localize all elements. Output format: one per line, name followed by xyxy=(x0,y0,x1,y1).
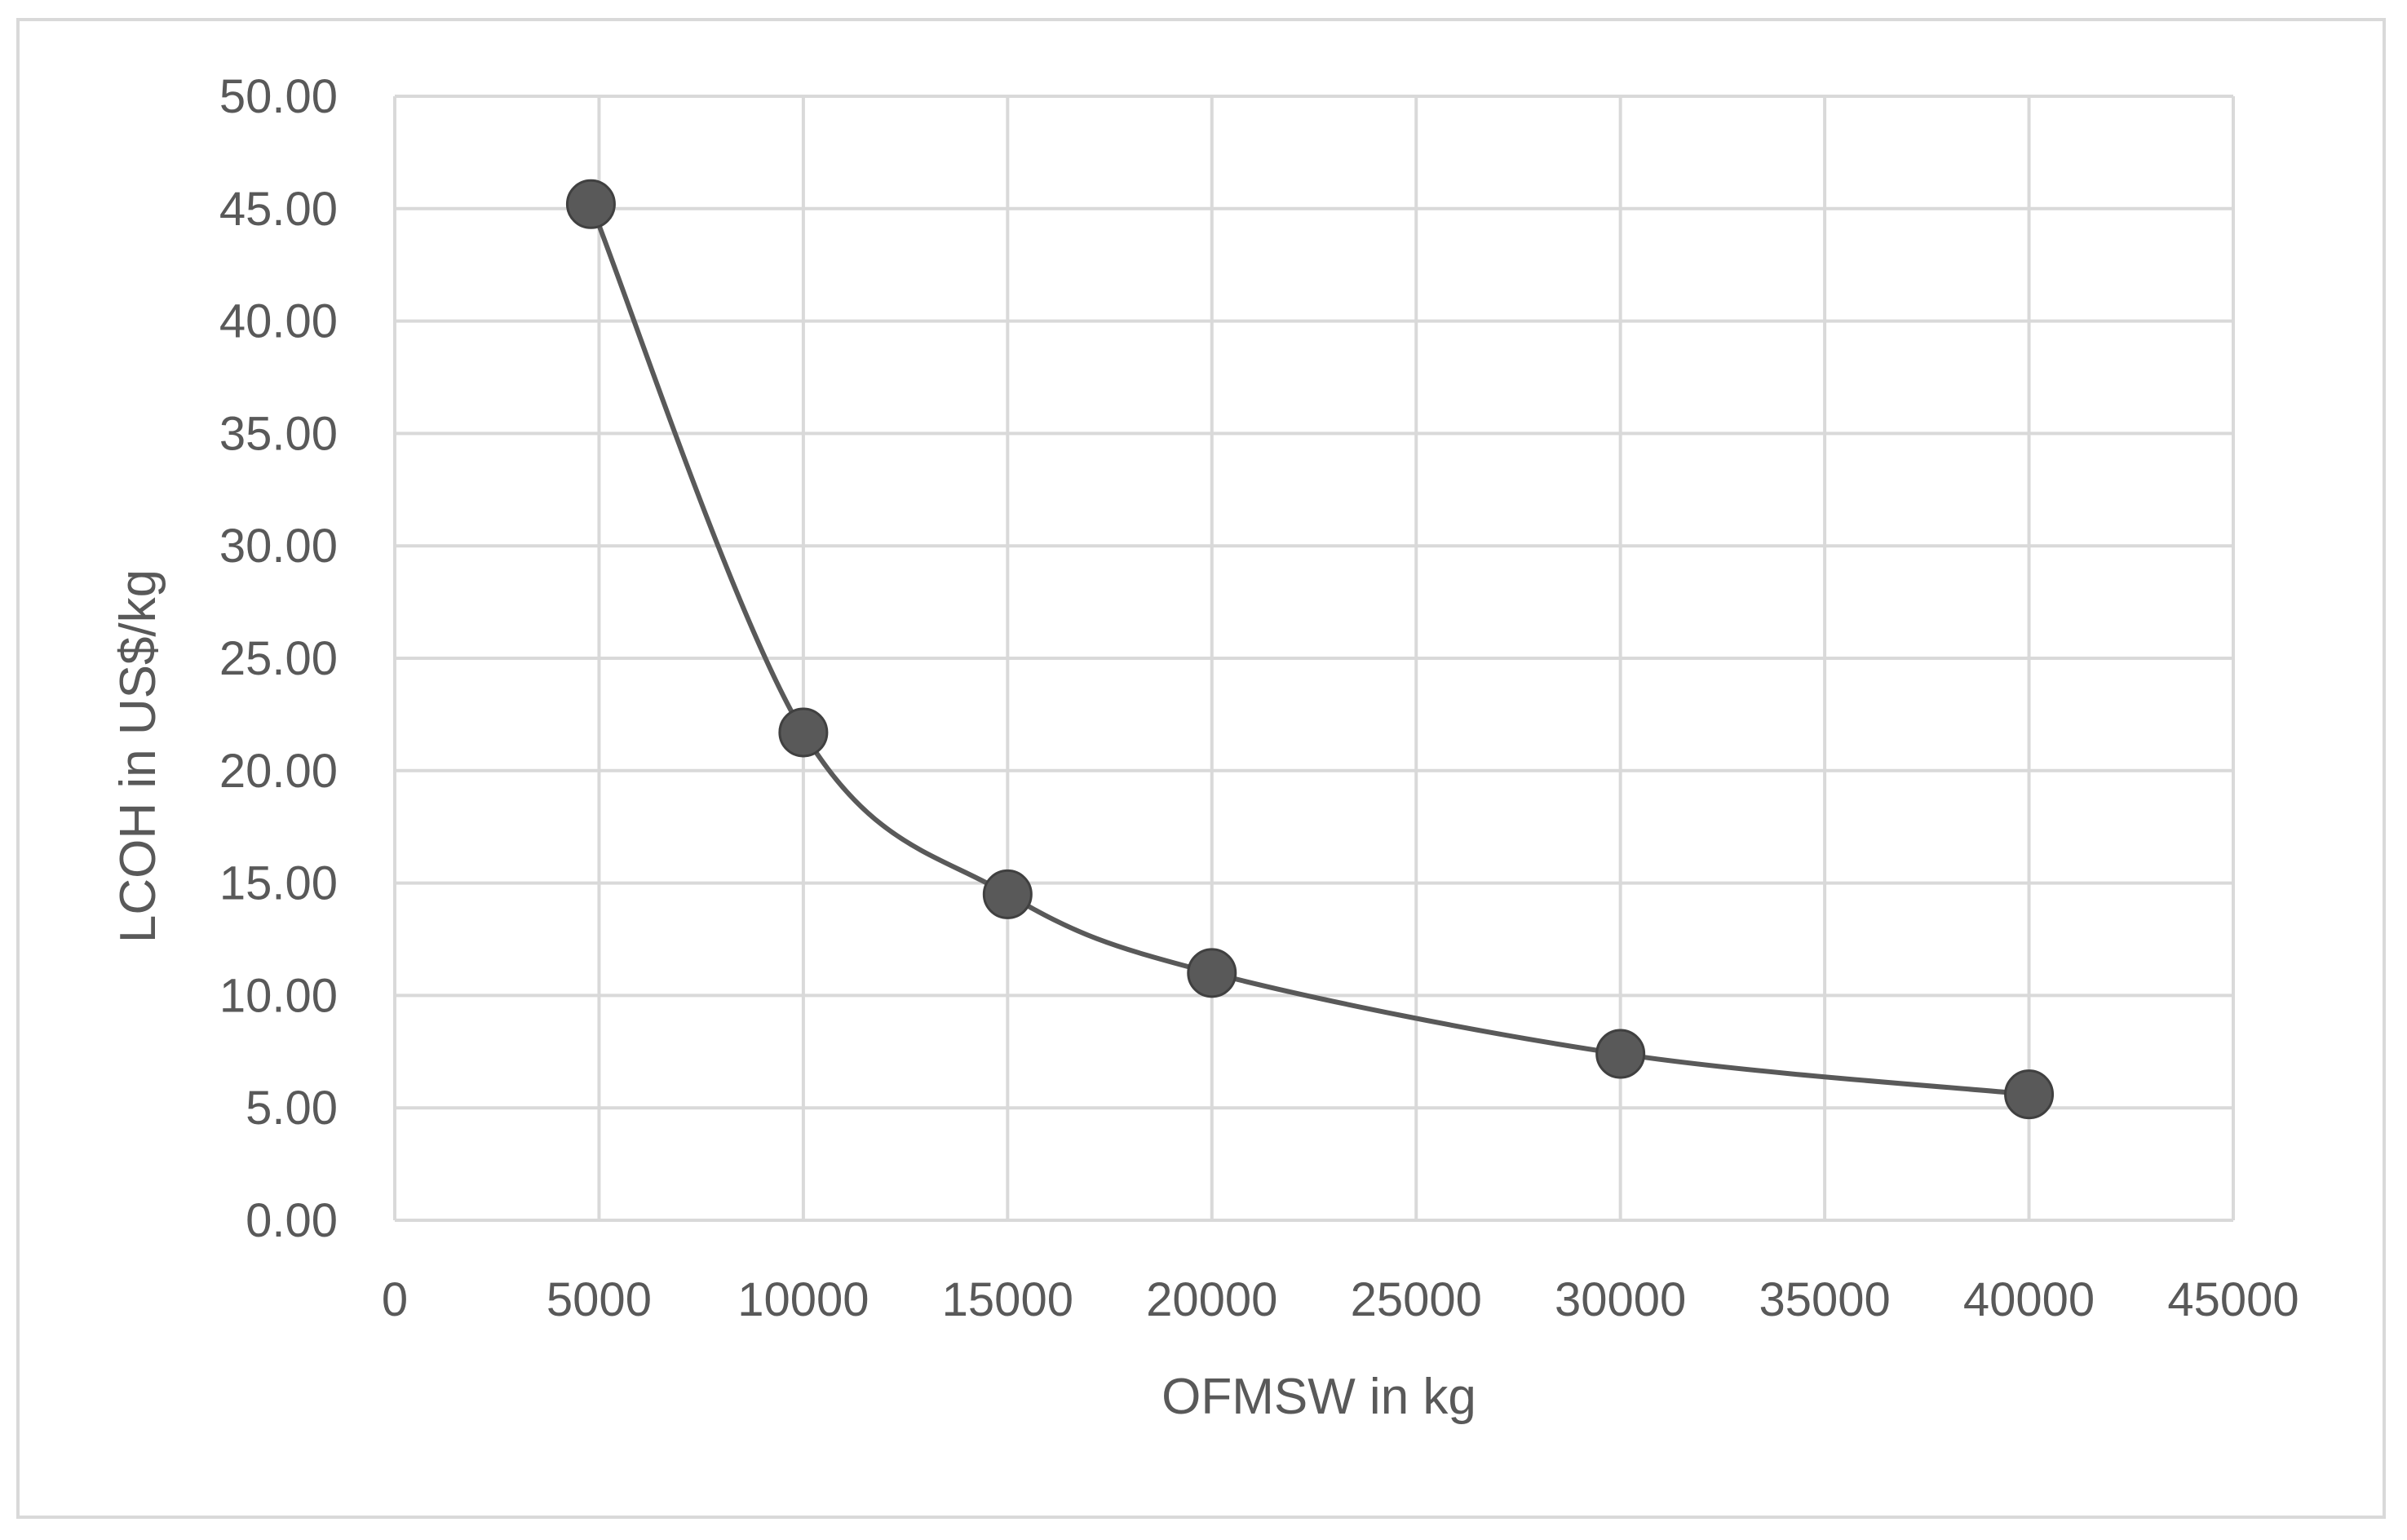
x-tick-label: 30000 xyxy=(1555,1273,1686,1326)
y-tick-label: 50.00 xyxy=(219,70,338,123)
gridlines xyxy=(395,95,2235,1220)
x-tick-label: 15000 xyxy=(942,1273,1073,1326)
series-line xyxy=(588,203,2029,1097)
data-point xyxy=(778,707,829,758)
x-tick-label: 0 xyxy=(382,1273,408,1326)
x-tick-label: 25000 xyxy=(1351,1273,1482,1326)
x-axis-title: OFMSW in kg xyxy=(1161,1369,1476,1425)
y-tick-label: 30.00 xyxy=(219,520,338,573)
data-point xyxy=(2004,1069,2055,1120)
series xyxy=(565,179,2055,1120)
data-point xyxy=(1595,1029,1646,1079)
y-axis-title: LCOH in US$/kg xyxy=(110,569,166,943)
data-point xyxy=(1187,948,1237,998)
x-tick-label: 10000 xyxy=(737,1273,869,1326)
data-point xyxy=(565,179,616,229)
x-tick-label: 45000 xyxy=(2167,1273,2299,1326)
y-tick-label: 45.00 xyxy=(219,183,338,236)
y-tick-label: 35.00 xyxy=(219,407,338,460)
y-tick-label: 15.00 xyxy=(219,857,338,910)
chart-frame xyxy=(16,18,2386,1519)
x-tick-label: 35000 xyxy=(1759,1273,1890,1326)
y-tick-label: 5.00 xyxy=(246,1082,338,1135)
y-tick-label: 10.00 xyxy=(219,969,338,1022)
axes xyxy=(393,96,2233,1222)
y-tick-label: 25.00 xyxy=(219,632,338,685)
data-point xyxy=(982,869,1033,919)
y-tick-label: 40.00 xyxy=(219,295,338,348)
y-tick-label: 20.00 xyxy=(219,745,338,798)
x-tick-label: 40000 xyxy=(1963,1273,2095,1326)
y-axis-tick-labels: 0.00 5.00 10.00 15.00 20.00 25.00 30.00 35.00 40… xyxy=(219,70,338,1247)
x-tick-label: 5000 xyxy=(546,1273,652,1326)
x-axis-tick-labels: 0 5000 10000 15000 20000 25000 30000 35000 40000… xyxy=(382,1273,2299,1326)
y-tick-label: 0.00 xyxy=(246,1194,338,1247)
x-tick-label: 20000 xyxy=(1146,1273,1277,1326)
